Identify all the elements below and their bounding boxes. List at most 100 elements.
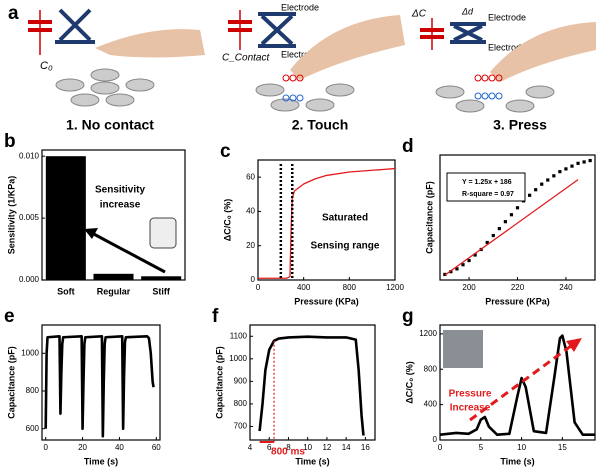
data-point: [576, 161, 580, 165]
label: ΔC: [411, 9, 427, 20]
x-tick-label: Stiff: [152, 286, 170, 296]
y-tick-label: 0: [251, 275, 256, 284]
plot-frame: [249, 324, 376, 441]
data-point: [570, 164, 574, 168]
data-point: [449, 270, 453, 274]
x-tick-label: 10: [303, 443, 312, 452]
x-axis-label: Pressure (KPa): [294, 296, 359, 306]
data-point: [467, 258, 471, 263]
data-line: [439, 334, 595, 436]
y-tick-label: 700: [234, 422, 248, 431]
annotation: Sensitivity: [95, 185, 145, 196]
y-tick-label: 900: [234, 376, 248, 385]
data-point: [564, 167, 568, 171]
panel-b: b 0.000 0.005 0.010 Sensitivity (1/KPa) Soft R…: [4, 131, 186, 296]
arrow: [89, 230, 166, 274]
y-axis-label: ΔC/C₀ (%): [222, 199, 232, 242]
panel-g: g 0 400 800 1200 0 5 10 15 Time (s) ΔC/C₀ (%) Press…: [402, 306, 596, 466]
x-tick-label: 60: [152, 443, 161, 452]
annotation: increase: [100, 200, 141, 211]
y-tick-label: 1000: [21, 348, 39, 357]
label: Electrode: [281, 2, 319, 12]
y-axis-label: Capacitance (pF): [424, 181, 434, 254]
panel-letter: c: [220, 141, 231, 162]
y-tick-label: 20: [246, 241, 255, 250]
panel-d: d 200 220 240 Pressure (KPa) Capacitance (pF)…: [402, 136, 596, 306]
x-tick-label: Soft: [57, 286, 75, 296]
panel-letter: d: [402, 136, 414, 157]
data-point: [485, 240, 489, 245]
y-tick-label: 1200: [419, 329, 437, 338]
x-tick-label: 220: [511, 283, 525, 292]
y-axis-label: ΔC/C₀ (%): [404, 361, 414, 404]
x-tick-label: 0: [256, 283, 261, 292]
x-tick-label: 15: [558, 443, 567, 452]
y-tick-label: 60: [246, 172, 255, 181]
panel-letter: f: [212, 306, 219, 327]
y-tick-label: 1000: [229, 354, 247, 363]
x-axis-label: Pressure (KPa): [485, 296, 550, 306]
y-tick-label: 40: [246, 207, 255, 216]
label: C₀: [40, 60, 53, 72]
x-tick-label: 1200: [386, 283, 404, 292]
annotation: 800 ms: [271, 447, 305, 458]
data-point: [461, 263, 465, 267]
legend-box: [446, 172, 526, 202]
label: Electrode: [488, 42, 526, 52]
bar: [45, 156, 86, 280]
y-tick-label: 0.000: [19, 275, 40, 284]
scene-touch: Electrode Electrode C_Contact 2. Touch: [222, 2, 405, 133]
y-tick-label: 800: [424, 364, 438, 373]
caption: 1. No contact: [66, 117, 154, 133]
arrow-head: [84, 228, 98, 239]
data-point: [455, 267, 459, 271]
annotation: Sensing range: [311, 241, 380, 252]
panel-e: e 600 800 1000 0 20 40 60 Time (s) Capacitance (p…: [4, 306, 161, 466]
y-tick-label: 1100: [230, 331, 248, 340]
icon: [149, 217, 177, 249]
label: Electrode: [281, 49, 319, 59]
data-line: [258, 335, 365, 436]
data-point: [582, 160, 586, 164]
data-point: [491, 233, 495, 238]
x-tick-label: 200: [462, 283, 476, 292]
bar: [141, 276, 182, 280]
x-tick-label: 400: [297, 283, 311, 292]
x-tick-label: 4: [248, 443, 253, 452]
x-tick-label: 800: [343, 283, 357, 292]
x-tick-label: 240: [559, 283, 573, 292]
annotation: Increase: [450, 403, 491, 414]
label: Electrode: [488, 12, 526, 22]
panel-letter: g: [402, 306, 414, 327]
data-point: [473, 253, 477, 257]
data-line: [258, 167, 396, 279]
data-point: [546, 178, 550, 182]
caption: 3. Press: [493, 117, 547, 133]
plot-frame: [257, 159, 396, 281]
y-axis-label: Sensitivity (1/KPa): [6, 176, 16, 255]
y-tick-label: 0.010: [19, 151, 40, 160]
x-axis-label: Time (s): [500, 456, 534, 466]
data-line: [44, 335, 155, 438]
x-tick-label: 0: [43, 443, 48, 452]
data-point: [497, 227, 501, 231]
y-axis-label: Capacitance (pF): [214, 346, 224, 419]
data-point: [540, 182, 544, 186]
x-tick-label: 10: [517, 443, 526, 452]
scene-no-contact: C₀ 1. No contact: [28, 8, 205, 133]
data-point: [534, 188, 538, 192]
annotation: Saturated: [322, 213, 368, 224]
y-tick-label: 0.005: [19, 213, 40, 222]
panel-letter: a: [8, 3, 19, 24]
annotation: Y = 1.25x + 186: [462, 179, 512, 186]
label: C_Contact: [222, 53, 270, 64]
panel-letter: b: [4, 131, 16, 152]
caption: 2. Touch: [292, 117, 349, 133]
x-tick-label: 6: [267, 443, 272, 452]
trend-arrow: [469, 341, 576, 422]
panel-letter: e: [4, 306, 15, 327]
x-tick-label: 8: [286, 443, 291, 452]
x-tick-label: 0: [438, 443, 443, 452]
x-tick-label: 5: [479, 443, 484, 452]
